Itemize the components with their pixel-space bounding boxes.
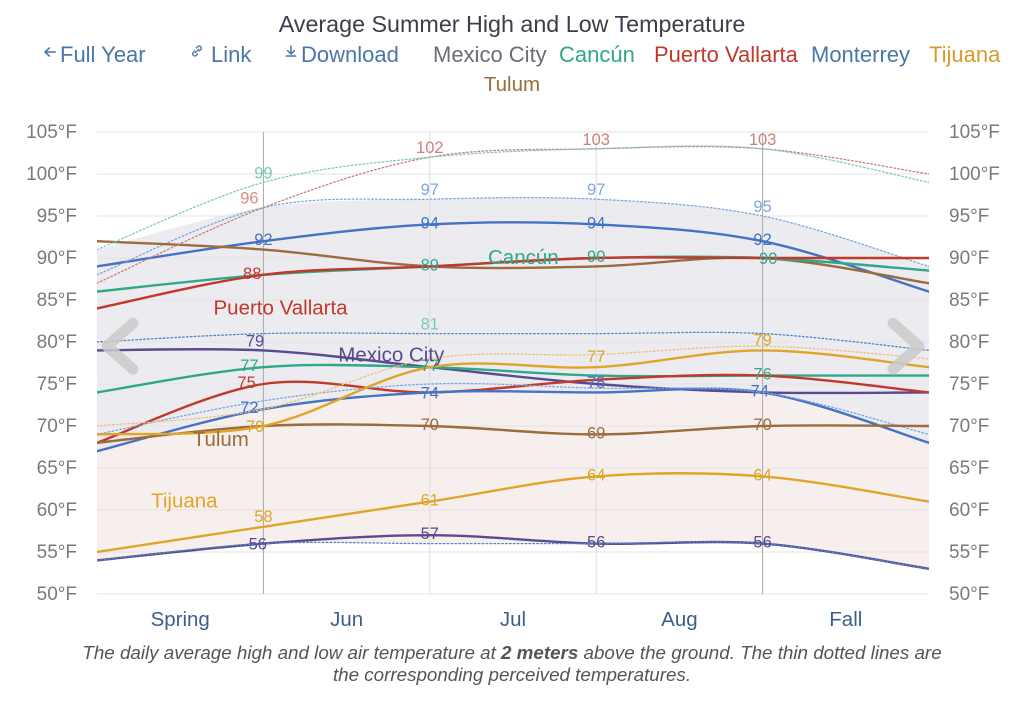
svg-text:102: 102 [416, 139, 444, 157]
svg-text:100°F: 100°F [949, 164, 1000, 185]
svg-text:50°F: 50°F [949, 584, 989, 605]
svg-text:92: 92 [254, 231, 272, 249]
svg-text:55°F: 55°F [37, 542, 77, 563]
svg-text:60°F: 60°F [37, 500, 77, 521]
svg-text:76: 76 [753, 366, 771, 384]
svg-text:75: 75 [237, 374, 255, 392]
svg-text:75: 75 [587, 374, 605, 392]
svg-text:70°F: 70°F [37, 416, 77, 437]
svg-text:79: 79 [753, 331, 771, 349]
svg-text:90°F: 90°F [37, 248, 77, 269]
svg-text:90: 90 [759, 250, 777, 268]
svg-text:61: 61 [421, 492, 439, 510]
svg-text:56: 56 [587, 534, 605, 552]
svg-text:80°F: 80°F [37, 332, 77, 353]
svg-text:Jul: Jul [500, 608, 526, 631]
svg-text:96: 96 [240, 190, 258, 208]
svg-text:88: 88 [243, 265, 261, 283]
svg-text:Fall: Fall [829, 608, 862, 631]
svg-text:72: 72 [240, 399, 258, 417]
svg-text:105°F: 105°F [949, 122, 1000, 143]
svg-text:79: 79 [246, 332, 264, 350]
svg-text:Tulum: Tulum [193, 428, 249, 451]
svg-text:50°F: 50°F [37, 584, 77, 605]
svg-text:77: 77 [240, 357, 258, 375]
svg-text:90: 90 [587, 248, 605, 266]
svg-text:64: 64 [587, 466, 605, 484]
svg-text:94: 94 [587, 214, 605, 232]
svg-text:89: 89 [421, 256, 439, 274]
svg-text:95°F: 95°F [37, 206, 77, 227]
svg-text:70: 70 [753, 416, 771, 434]
svg-text:92: 92 [753, 231, 771, 249]
svg-text:Spring: Spring [151, 608, 210, 631]
svg-text:65°F: 65°F [949, 458, 989, 479]
svg-text:103: 103 [749, 131, 777, 149]
svg-text:75°F: 75°F [949, 374, 989, 395]
svg-text:94: 94 [421, 214, 439, 232]
svg-text:95: 95 [753, 198, 771, 216]
svg-text:95°F: 95°F [949, 206, 989, 227]
svg-text:70: 70 [421, 416, 439, 434]
svg-text:58: 58 [254, 508, 272, 526]
svg-text:85°F: 85°F [37, 290, 77, 311]
svg-text:55°F: 55°F [949, 542, 989, 563]
svg-text:Cancún: Cancún [488, 246, 559, 269]
svg-text:74: 74 [751, 382, 769, 400]
svg-text:103: 103 [582, 131, 610, 149]
svg-text:70°F: 70°F [949, 416, 989, 437]
svg-text:64: 64 [753, 466, 771, 484]
svg-text:81: 81 [421, 316, 439, 334]
svg-text:97: 97 [421, 181, 439, 199]
svg-text:65°F: 65°F [37, 458, 77, 479]
svg-text:77: 77 [587, 348, 605, 366]
svg-text:60°F: 60°F [949, 500, 989, 521]
svg-text:74: 74 [421, 384, 439, 402]
svg-text:57: 57 [421, 525, 439, 543]
svg-text:56: 56 [753, 534, 771, 552]
svg-text:85°F: 85°F [949, 290, 989, 311]
svg-text:Puerto Vallarta: Puerto Vallarta [214, 296, 349, 319]
svg-text:56: 56 [249, 536, 267, 554]
svg-text:80°F: 80°F [949, 332, 989, 353]
svg-text:Mexico City: Mexico City [338, 343, 445, 366]
svg-text:75°F: 75°F [37, 374, 77, 395]
svg-text:100°F: 100°F [26, 164, 77, 185]
svg-text:105°F: 105°F [26, 122, 77, 143]
svg-text:90°F: 90°F [949, 248, 989, 269]
svg-text:Tijuana: Tijuana [151, 490, 218, 513]
svg-text:Aug: Aug [661, 608, 697, 631]
svg-text:69: 69 [587, 424, 605, 442]
svg-text:Jun: Jun [330, 608, 363, 631]
svg-text:99: 99 [254, 164, 272, 182]
svg-text:97: 97 [587, 181, 605, 199]
